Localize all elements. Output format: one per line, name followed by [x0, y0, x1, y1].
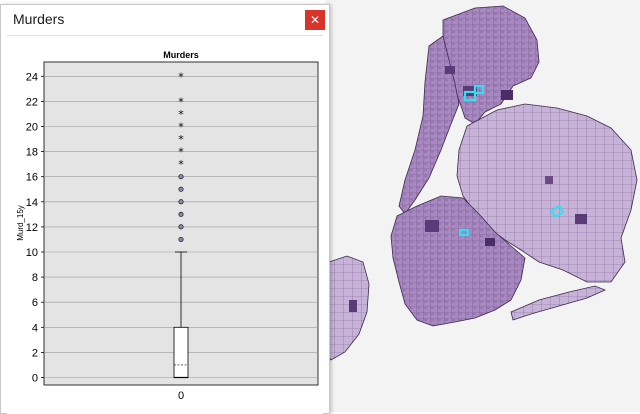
- box-iqr[interactable]: [173, 326, 189, 378]
- selected-tract-highlight[interactable]: [473, 84, 485, 95]
- map-canvas[interactable]: [325, 0, 640, 412]
- extreme-point[interactable]: *: [178, 121, 184, 134]
- staten-island-region[interactable]: [325, 255, 370, 361]
- outlier-point[interactable]: [178, 236, 184, 242]
- dark-tract[interactable]: [501, 90, 513, 100]
- outlier-point[interactable]: [178, 211, 184, 217]
- y-tick-label: 6: [32, 297, 38, 309]
- y-tick-label: 18: [26, 147, 38, 159]
- brooklyn-region[interactable]: [390, 195, 526, 327]
- y-tick-label: 2: [32, 347, 38, 359]
- extreme-point[interactable]: *: [178, 95, 184, 108]
- close-button[interactable]: ✕: [305, 10, 325, 30]
- x-tick-label: 0: [178, 390, 184, 402]
- extreme-point[interactable]: *: [178, 146, 184, 159]
- y-tick-label: 16: [26, 172, 38, 184]
- selected-tract-highlight[interactable]: [458, 228, 470, 237]
- dark-tract[interactable]: [485, 238, 495, 246]
- dark-tract[interactable]: [349, 300, 357, 312]
- window-title: Murders: [13, 11, 65, 27]
- selected-tract-highlight[interactable]: [463, 90, 477, 102]
- extreme-point[interactable]: *: [178, 133, 184, 146]
- extreme-point[interactable]: *: [178, 70, 184, 83]
- y-tick-label: 8: [32, 272, 38, 284]
- dark-tract[interactable]: [425, 220, 439, 232]
- nyc-choropleth-map[interactable]: [325, 0, 640, 412]
- y-tick-label: 10: [26, 247, 38, 259]
- y-tick-label: 12: [26, 222, 38, 234]
- outlier-point[interactable]: [178, 186, 184, 192]
- y-tick-label: 0: [32, 373, 38, 385]
- y-axis-title: Murd_15y: [16, 205, 25, 241]
- extreme-point[interactable]: *: [178, 108, 184, 121]
- manhattan-region[interactable]: [398, 35, 460, 215]
- rockaway-region[interactable]: [510, 285, 607, 321]
- dark-tract[interactable]: [445, 66, 455, 74]
- window-titlebar[interactable]: Murders ✕: [1, 5, 329, 34]
- y-tick-label: 14: [26, 197, 38, 209]
- y-tick-label: 24: [26, 71, 38, 83]
- chart-title: Murders: [163, 50, 199, 60]
- close-icon: ✕: [309, 13, 321, 27]
- extreme-point[interactable]: *: [178, 158, 184, 171]
- outlier-point[interactable]: [178, 224, 184, 230]
- murders-boxplot-window[interactable]: Murders ✕ Murders 0 2 4 6 8 10 12 14 16 18 20 22 24 …: [0, 4, 330, 414]
- y-tick-label: 20: [26, 122, 38, 134]
- dark-tract[interactable]: [575, 214, 587, 224]
- dark-tract[interactable]: [545, 176, 553, 184]
- outlier-point[interactable]: [178, 199, 184, 205]
- y-tick-label: 22: [26, 96, 38, 108]
- y-tick-label: 4: [32, 322, 38, 334]
- selected-tract-highlight[interactable]: [550, 204, 565, 219]
- outlier-point[interactable]: [178, 174, 184, 180]
